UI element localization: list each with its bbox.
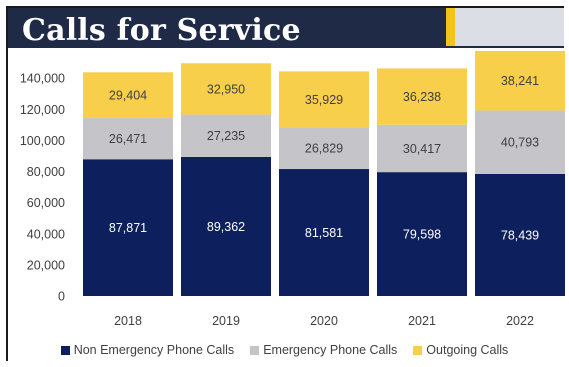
- bar-segment: [83, 118, 173, 160]
- y-tick-label: 120,000: [20, 103, 65, 117]
- bar-segment: [475, 110, 565, 174]
- x-tick-label: 2019: [212, 314, 240, 328]
- data-label: 29,404: [109, 89, 147, 103]
- bar-segment: [475, 50, 565, 111]
- chart-frame: [6, 6, 564, 361]
- bar-segment: [83, 72, 173, 119]
- legend-item: Emergency Phone Calls: [250, 343, 397, 357]
- data-label: 30,417: [403, 142, 441, 156]
- bar-segment: [181, 114, 271, 157]
- data-label: 89,362: [207, 220, 245, 234]
- data-label: 26,829: [305, 142, 343, 156]
- data-label: 27,235: [207, 129, 245, 143]
- bar-segment: [377, 172, 467, 296]
- data-label: 36,238: [403, 90, 441, 104]
- legend-item: Non Emergency Phone Calls: [60, 343, 235, 357]
- title-band: Calls for Service: [8, 8, 446, 48]
- y-tick-label: 140,000: [20, 72, 65, 86]
- bar-segment: [377, 124, 467, 173]
- legend-swatch: [60, 345, 70, 355]
- title-accent-bar: [446, 8, 455, 46]
- bar-segment: [279, 71, 369, 128]
- bar-segment: [279, 169, 369, 296]
- data-label: 26,471: [109, 132, 147, 146]
- page-title: Calls for Service: [22, 13, 301, 48]
- y-tick-label: 0: [58, 290, 65, 304]
- chart-legend: Non Emergency Phone Calls Emergency Phone…: [0, 343, 569, 357]
- x-tick-label: 2020: [310, 314, 338, 328]
- legend-item: Outgoing Calls: [413, 343, 508, 357]
- bar-segment: [279, 127, 369, 170]
- y-tick-label: 40,000: [27, 227, 65, 241]
- x-tick-label: 2018: [114, 314, 142, 328]
- y-tick-label: 100,000: [20, 134, 65, 148]
- title-underline: [8, 46, 564, 48]
- bar-segment: [83, 159, 173, 296]
- y-tick-label: 20,000: [27, 258, 65, 272]
- data-label: 87,871: [109, 221, 147, 235]
- x-tick-label: 2021: [408, 314, 436, 328]
- y-tick-label: 80,000: [27, 165, 65, 179]
- bar-segment: [377, 68, 467, 125]
- legend-label: Emergency Phone Calls: [263, 343, 398, 357]
- bar-segment: [475, 173, 565, 296]
- data-label: 78,439: [501, 228, 539, 242]
- data-label: 38,241: [501, 74, 539, 88]
- bar-segment: [181, 63, 271, 115]
- title-tail-bar: [455, 8, 564, 46]
- legend-swatch: [413, 345, 423, 355]
- legend-label: Non Emergency Phone Calls: [73, 343, 235, 357]
- bar-segment: [181, 156, 271, 296]
- data-label: 40,793: [501, 136, 539, 150]
- x-tick-label: 2022: [506, 314, 534, 328]
- legend-swatch: [250, 345, 260, 355]
- data-label: 35,929: [305, 93, 343, 107]
- data-label: 32,950: [207, 82, 245, 96]
- legend-label: Outgoing Calls: [426, 343, 509, 357]
- data-label: 81,581: [305, 226, 343, 240]
- data-label: 79,598: [403, 228, 441, 242]
- y-tick-label: 60,000: [27, 196, 65, 210]
